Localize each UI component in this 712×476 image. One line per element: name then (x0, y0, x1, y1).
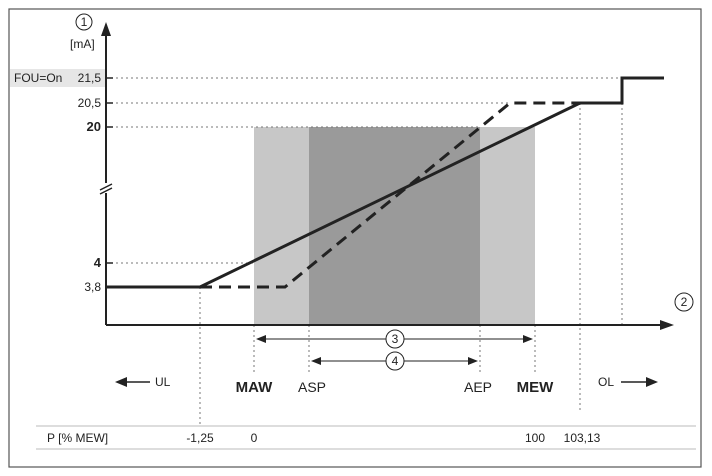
p-value-0: 0 (251, 431, 258, 445)
aep-label: AEP (464, 379, 492, 395)
y-axis-arrow (101, 22, 111, 36)
range-3-marker: 3 (392, 332, 399, 346)
ol-arrow-icon (621, 377, 658, 387)
range-4-marker: 4 (392, 354, 399, 368)
output-characteristic-dashed-line (200, 101, 580, 289)
range-4-marker-circle (385, 351, 405, 371)
y-axis-unit: [mA] (70, 37, 95, 51)
x-axis-marker-circle (674, 292, 694, 312)
x-axis-marker: 2 (681, 295, 688, 309)
y-tick-label-4: 4 (94, 255, 102, 270)
analog-output-range-zone (309, 127, 480, 325)
ul-label: UL (155, 375, 171, 389)
p-value-103-13: 103,13 (564, 431, 601, 445)
y-tick-label-20-5: 20,5 (78, 96, 102, 110)
fou-label-background (10, 69, 105, 87)
ol-label: OL (598, 375, 614, 389)
output-characteristic-solid-line (106, 76, 664, 289)
y-tick-label-3-8: 3,8 (84, 280, 101, 294)
y-axis-marker-circle (75, 13, 93, 31)
range-3-marker-circle (385, 329, 405, 349)
y-axis-marker: 1 (81, 15, 88, 29)
axis-break-icon (99, 183, 113, 195)
maw-label: MAW (236, 379, 274, 396)
mew-label: MEW (517, 379, 555, 396)
asp-label: ASP (298, 379, 326, 395)
y-tick-label-20: 20 (87, 119, 101, 134)
y-tick-label-21-5: 21,5 (78, 71, 102, 85)
p-value-minus-1-25: -1,25 (186, 431, 214, 445)
x-axis-arrow (660, 320, 674, 330)
ul-arrow-icon (115, 377, 150, 387)
p-row-header: P [% MEW] (47, 431, 108, 445)
p-value-100: 100 (525, 431, 545, 445)
y-tick-prefix-fou: FOU=On (14, 71, 62, 85)
